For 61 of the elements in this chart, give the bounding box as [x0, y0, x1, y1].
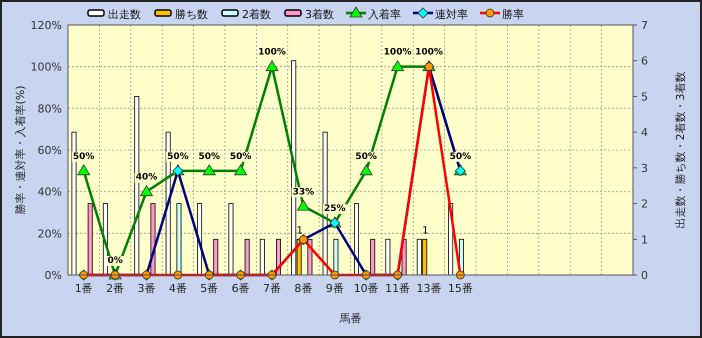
- data-label: 50%: [198, 152, 220, 162]
- data-label: 0%: [107, 256, 123, 266]
- x-tick-label: 8番: [294, 282, 312, 295]
- data-label: 40%: [136, 172, 158, 183]
- legend-label: 連対率: [435, 8, 468, 21]
- y2-tick-label: 6: [641, 54, 648, 68]
- y-axis-title: 勝率・連対率・入着率(%): [14, 85, 27, 215]
- x-axis-title: 馬番: [338, 312, 362, 325]
- x-tick-label: 5番: [200, 282, 218, 295]
- x-tick-label: 10番: [354, 282, 379, 295]
- legend-label: 勝率: [502, 8, 524, 21]
- data-label: 50%: [355, 152, 377, 162]
- x-tick-label: 2番: [106, 282, 124, 295]
- y-tick-label: 120%: [30, 19, 62, 32]
- data-label: 50%: [230, 152, 252, 162]
- y-tick-label: 60%: [38, 144, 62, 157]
- y-tick-label: 20%: [38, 227, 62, 240]
- x-tick-label: 7番: [263, 282, 282, 295]
- legend-label: 2着数: [242, 8, 271, 21]
- y2-tick-label: 4: [641, 126, 648, 140]
- data-label: 1: [422, 225, 428, 236]
- legend-label: 出走数: [108, 8, 141, 21]
- bar: [354, 203, 359, 276]
- legend-label: 入着率: [368, 8, 401, 21]
- y-tick-label: 0%: [44, 269, 62, 282]
- data-label: 100%: [258, 48, 286, 58]
- data-label: 50%: [167, 152, 189, 162]
- x-tick-label: 11番: [385, 282, 410, 295]
- bar: [260, 238, 265, 276]
- data-label: 100%: [384, 48, 412, 58]
- y2-tick-label: 5: [641, 90, 648, 104]
- x-tick-label: 13番: [416, 282, 442, 295]
- bar: [244, 238, 250, 276]
- y2-tick-label: 7: [641, 19, 648, 32]
- data-label: 33%: [292, 187, 314, 198]
- x-tick-label: 1番: [74, 282, 93, 295]
- bar: [88, 203, 93, 276]
- data-label: 100%: [415, 48, 443, 58]
- y2-tick-label: 1: [641, 233, 648, 246]
- y2-tick-label: 3: [641, 162, 648, 175]
- data-label: 1: [296, 225, 303, 236]
- legend-label: 勝ち数: [175, 8, 208, 21]
- data-label: 50%: [450, 152, 472, 162]
- x-tick-label: 15番: [448, 282, 473, 295]
- x-tick-label: 4番: [168, 282, 187, 295]
- y-tick-label: 100%: [30, 60, 62, 74]
- bar: [228, 203, 234, 276]
- x-tick-label: 6番: [232, 282, 250, 295]
- bar: [370, 238, 376, 276]
- x-tick-label: 9番: [326, 282, 344, 295]
- data-label: 50%: [72, 152, 94, 162]
- bar: [385, 238, 390, 276]
- y2-axis-title: 出走数・勝ち数・2着数・3着数: [674, 72, 687, 228]
- data-label: 25%: [324, 204, 346, 214]
- y-tick-label: 80%: [38, 102, 62, 116]
- bar: [213, 238, 218, 276]
- y2-tick-label: 2: [641, 198, 648, 211]
- y2-tick-label: 0: [641, 269, 648, 282]
- legend-label: 3着数: [305, 8, 334, 21]
- y-tick-label: 40%: [38, 186, 62, 199]
- x-tick-label: 3番: [137, 282, 156, 295]
